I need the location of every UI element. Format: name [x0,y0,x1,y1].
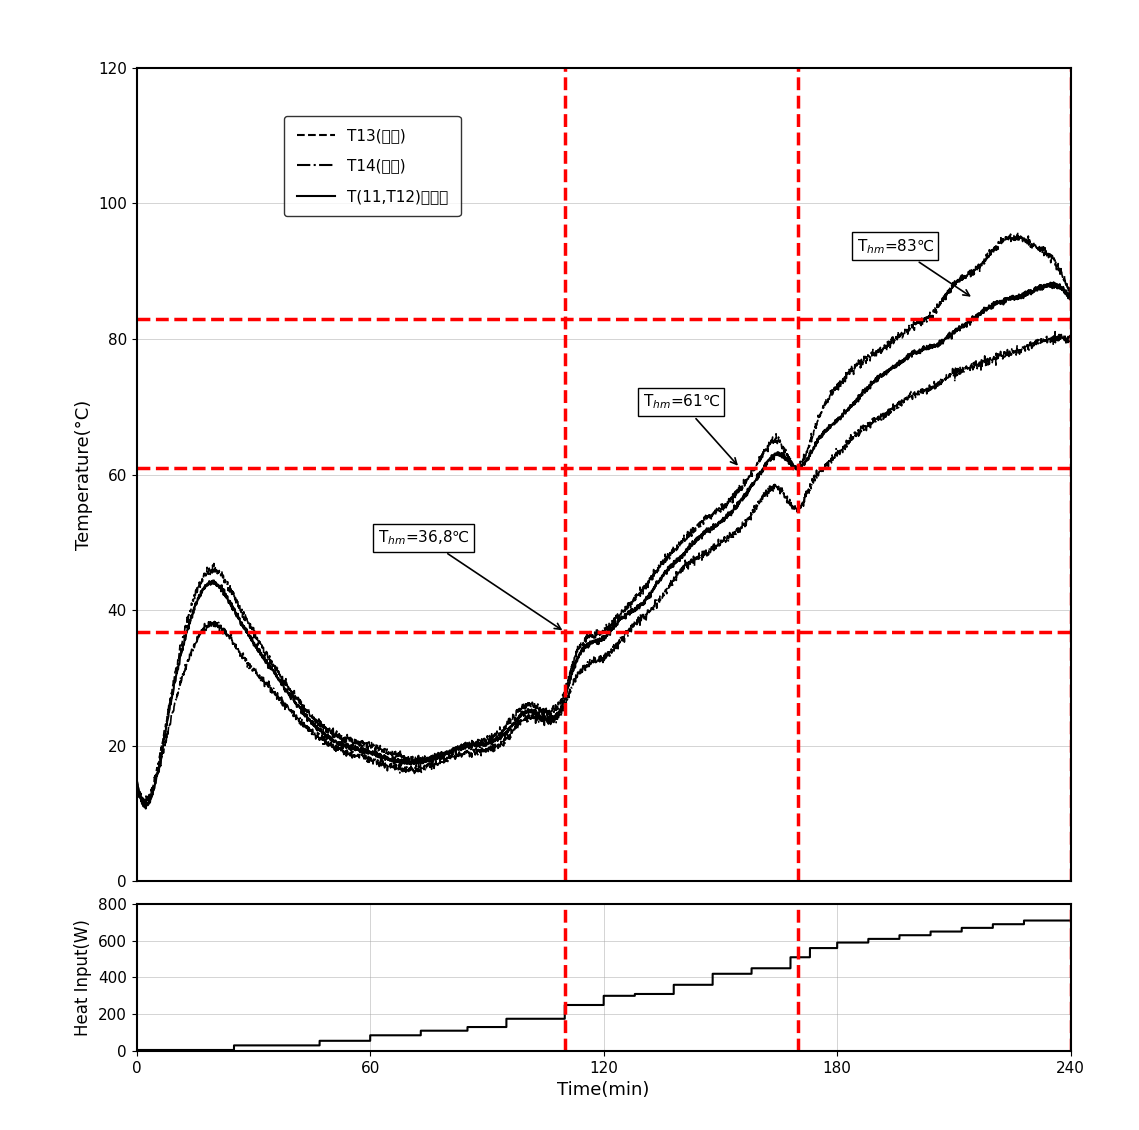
T(11,T12)평균값 [1047,276,1060,289]
Text: T$_{hm}$=83℃: T$_{hm}$=83℃ [857,237,969,296]
T13(히터) [138,794,151,808]
T14(히터) [292,713,305,727]
T(11,T12)평균값 [139,802,153,816]
T14(히터) [237,649,251,662]
T(11,T12)평균값 [237,622,251,635]
T(11,T12)평균값 [945,327,959,340]
T14(히터) [489,738,502,751]
T13(히터) [489,727,502,740]
Text: T$_{hm}$=36,8℃: T$_{hm}$=36,8℃ [378,529,560,629]
T13(히터) [1064,293,1077,306]
T(11,T12)평균값 [292,699,305,713]
T13(히터) [292,696,305,710]
X-axis label: Time(min): Time(min) [557,1081,650,1099]
T14(히터) [1046,334,1059,348]
Y-axis label: Temperature(°C): Temperature(°C) [74,400,92,549]
Text: T$_{hm}$=61℃: T$_{hm}$=61℃ [642,393,737,464]
Y-axis label: Heat Input(W): Heat Input(W) [74,919,92,1036]
Line: T13(히터): T13(히터) [137,233,1071,801]
T(11,T12)평균값 [1064,292,1077,305]
T(11,T12)평균값 [1046,278,1059,292]
T13(히터) [237,607,251,620]
T(11,T12)평균값 [528,707,542,721]
T13(히터) [130,772,144,785]
T14(히터) [130,777,144,791]
T13(히터) [528,704,542,718]
T14(히터) [945,367,959,381]
Line: T14(히터): T14(히터) [137,332,1071,805]
T14(히터) [1064,334,1077,348]
T13(히터) [1046,253,1059,267]
T13(히터) [1011,226,1025,240]
T13(히터) [945,281,959,295]
Line: T(11,T12)평균값: T(11,T12)평균값 [137,282,1071,809]
T14(히터) [136,798,149,811]
T(11,T12)평균값 [130,773,144,786]
T(11,T12)평균값 [489,733,502,747]
T14(히터) [528,716,542,730]
Legend: T13(히터), T14(히터), T(11,T12)평균값: T13(히터), T14(히터), T(11,T12)평균값 [285,116,460,216]
T14(히터) [1048,325,1062,339]
